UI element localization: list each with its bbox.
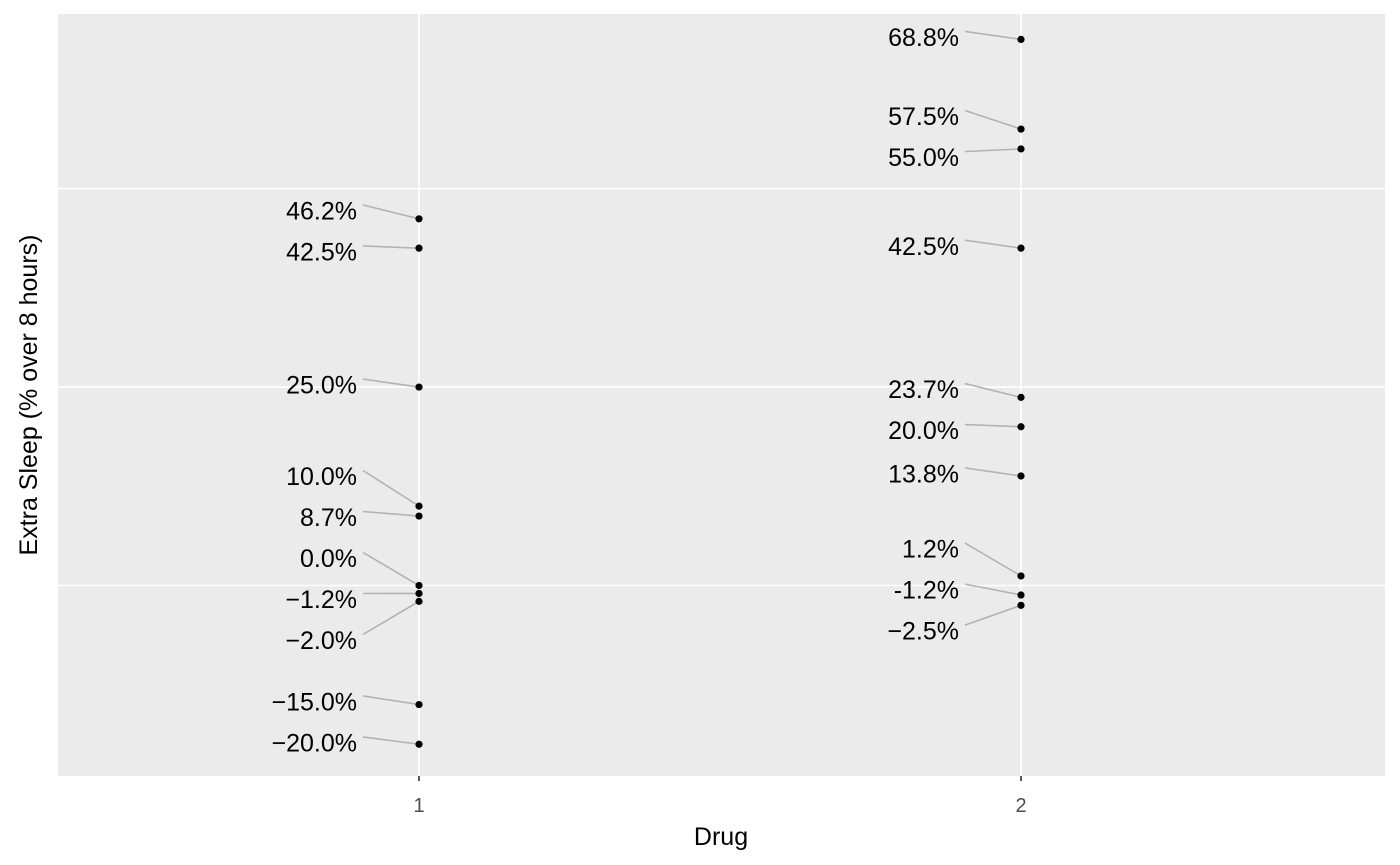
label-leader-line xyxy=(362,378,420,388)
data-label: 46.2% xyxy=(286,198,357,226)
data-point xyxy=(415,244,423,252)
label-leader-line xyxy=(964,467,1022,477)
label-leader-line xyxy=(964,239,1022,249)
label-leader-line xyxy=(362,510,420,517)
data-point xyxy=(415,700,423,709)
label-leader-line xyxy=(362,204,420,220)
data-label: 42.5% xyxy=(286,239,357,267)
data-point xyxy=(415,502,423,510)
data-point xyxy=(1017,244,1025,252)
data-point xyxy=(415,581,423,590)
data-label: 20.0% xyxy=(888,417,959,445)
data-label: 42.5% xyxy=(888,233,959,261)
data-label: 8.7% xyxy=(300,504,357,532)
label-leader-line xyxy=(362,469,420,507)
data-point xyxy=(415,589,423,598)
label-leader-line xyxy=(964,604,1022,626)
data-label: 57.5% xyxy=(888,103,959,131)
label-leader-line xyxy=(362,600,420,636)
data-point xyxy=(415,740,423,748)
data-label: −1.2% xyxy=(285,586,357,614)
plot-panel xyxy=(58,14,1385,776)
label-leader-line xyxy=(362,245,420,249)
data-point xyxy=(1017,393,1025,401)
data-label: −2.5% xyxy=(887,618,959,646)
data-label: 25.0% xyxy=(286,372,357,400)
label-layer: 46.2% 42.5% 25.0% 10.0% 8.7% 0.0% −1.2% −2.0% −1… xyxy=(272,24,960,758)
data-label: 23.7% xyxy=(888,376,959,404)
label-leader-line xyxy=(362,695,420,706)
label-leader-line xyxy=(964,583,1022,596)
label-leader-line xyxy=(964,148,1022,153)
data-point xyxy=(1017,145,1025,153)
data-point xyxy=(1017,472,1025,480)
data-point xyxy=(415,597,423,605)
data-label: 0.0% xyxy=(300,545,357,573)
data-point xyxy=(1017,591,1025,599)
label-leader-line xyxy=(964,423,1022,428)
data-label: -1.2% xyxy=(894,577,959,605)
data-label: 1.2% xyxy=(902,536,959,564)
data-point xyxy=(1017,572,1025,580)
data-point xyxy=(415,215,423,223)
data-label: 13.8% xyxy=(888,461,959,489)
label-leader-line xyxy=(964,542,1022,577)
x-tick-label: 2 xyxy=(1015,795,1026,817)
x-tick-label: 1 xyxy=(413,795,424,817)
data-point xyxy=(415,512,423,520)
data-label: 68.8% xyxy=(888,24,959,52)
y-axis-title: Extra Sleep (% over 8 hours) xyxy=(15,235,43,556)
label-leader-line xyxy=(362,551,420,587)
data-point xyxy=(415,383,423,391)
data-point xyxy=(1017,35,1025,44)
data-label: 10.0% xyxy=(286,463,357,491)
label-leader-line xyxy=(964,30,1022,41)
label-leader-line xyxy=(362,736,420,746)
x-axis-title: Drug xyxy=(694,823,748,851)
label-leader-line xyxy=(964,382,1022,399)
label-leader-line xyxy=(964,109,1022,130)
data-point xyxy=(1017,423,1025,431)
data-label: 55.0% xyxy=(888,144,959,172)
data-label: −15.0% xyxy=(272,689,358,717)
point-layer xyxy=(415,35,1025,748)
leader-layer xyxy=(362,30,1022,746)
data-point xyxy=(1017,125,1025,133)
data-point xyxy=(1017,601,1025,609)
data-label: −2.0% xyxy=(285,627,357,655)
data-label: −20.0% xyxy=(272,730,358,758)
